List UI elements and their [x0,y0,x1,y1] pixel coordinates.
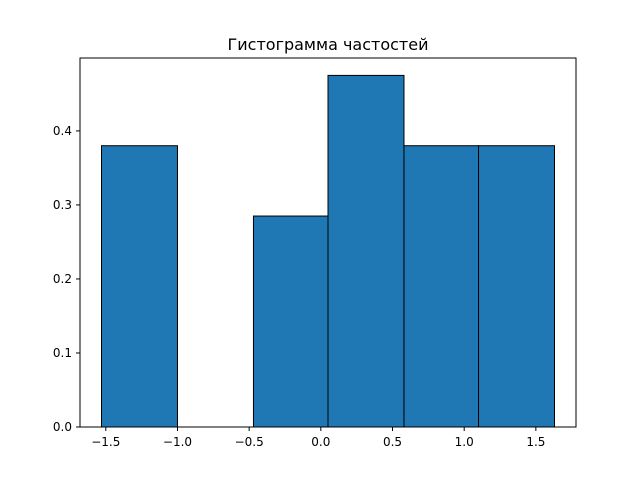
y-tick-label: 0.3 [53,198,72,212]
chart-title: Гистограмма частостей [228,35,429,54]
y-tick-label: 0.4 [53,124,72,138]
x-tick-label: 0.5 [383,435,402,449]
x-tick-label: 1.5 [526,435,545,449]
x-tick-label: 1.0 [455,435,474,449]
plot-frame [79,57,577,428]
y-tick-label: 0.0 [53,420,72,434]
x-tick-label: −0.5 [235,435,264,449]
y-tick-label: 0.1 [53,346,72,360]
bars-layer [101,74,555,428]
histogram-bar-3 [327,74,405,428]
x-axis-ticks: −1.5 −1.0 −0.5 0.0 0.5 1.0 1.5 [91,427,545,449]
y-axis-ticks: 0.0 0.1 0.2 0.3 0.4 [53,124,80,434]
histogram-bar-0 [101,145,178,428]
x-tick-label: −1.5 [91,435,120,449]
histogram-bar-5 [478,145,555,428]
histogram-bar-2 [252,215,329,428]
y-tick-label: 0.2 [53,272,72,286]
histogram-bar-4 [403,145,480,428]
x-tick-label: −1.0 [163,435,192,449]
x-tick-label: 0.0 [311,435,330,449]
